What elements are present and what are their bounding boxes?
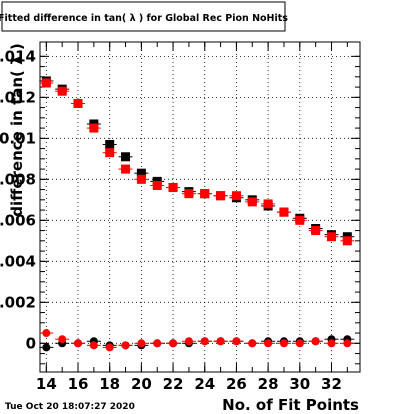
data-point-circle xyxy=(264,339,273,348)
x-tick-label: 16 xyxy=(68,375,89,393)
data-point-circle xyxy=(137,339,146,348)
data-point-square xyxy=(263,199,273,209)
data-point-square xyxy=(73,98,83,108)
data-point-circle xyxy=(121,341,130,350)
y-axis-label: difference in tan( λ ) xyxy=(8,43,26,216)
data-point-square xyxy=(89,123,99,133)
x-tick-label: 20 xyxy=(131,375,152,393)
data-point-square xyxy=(152,180,162,190)
x-tick-label: 22 xyxy=(163,375,184,393)
data-point-square xyxy=(247,197,257,207)
y-tick-label: 0.004 xyxy=(0,252,36,270)
data-point-circle xyxy=(153,339,162,348)
data-point-circle xyxy=(248,339,257,348)
x-tick-label: 14 xyxy=(36,375,57,393)
x-axis-label: No. of Fit Points xyxy=(222,396,359,414)
data-point-square xyxy=(121,164,131,174)
data-point-circle xyxy=(42,343,51,352)
data-point-square xyxy=(136,174,146,184)
data-point-circle xyxy=(232,337,241,346)
data-point-square xyxy=(216,191,226,201)
title-frame xyxy=(1,1,286,32)
y-tick-label: 0.008 xyxy=(0,170,36,188)
data-point-circle xyxy=(169,339,178,348)
data-point-square xyxy=(326,232,336,242)
ticks-layer: 14 16 18 20 22 24 26 28 30 32 0 0.002 0.004 0.006 0.00… xyxy=(0,42,360,393)
x-tick-label: 24 xyxy=(194,375,215,393)
grid-layer xyxy=(40,42,360,372)
data-point-square xyxy=(231,191,241,201)
y-tick-label: 0 xyxy=(26,334,36,352)
data-point-circle xyxy=(74,339,83,348)
data-point-circle xyxy=(200,337,209,346)
y-tick-label: 0.014 xyxy=(0,47,36,65)
data-point-square xyxy=(342,236,352,246)
data-point-square xyxy=(121,152,131,162)
data-point-square xyxy=(184,189,194,199)
data-point-circle xyxy=(279,339,288,348)
x-tick-label: 30 xyxy=(289,375,310,393)
data-point-square xyxy=(136,168,146,178)
data-point-circle xyxy=(343,339,352,348)
y-tick-label: 0.002 xyxy=(0,293,36,311)
data-point-square xyxy=(168,183,178,193)
x-tick-label: 26 xyxy=(226,375,247,393)
y-tick-label: 0.01 xyxy=(0,129,36,147)
data-point-square xyxy=(41,78,51,88)
marks-layer xyxy=(39,76,355,352)
data-point-square xyxy=(295,215,305,225)
data-point-circle xyxy=(311,337,320,346)
data-point-circle xyxy=(42,329,51,338)
data-point-square xyxy=(105,139,115,149)
x-tick-label: 18 xyxy=(99,375,120,393)
data-point-circle xyxy=(295,339,304,348)
chart-title: Fitted difference in tan( λ ) for Global… xyxy=(0,13,288,24)
data-point-circle xyxy=(89,341,98,350)
x-tick-label: 28 xyxy=(258,375,279,393)
data-point-square xyxy=(279,207,289,217)
data-point-circle xyxy=(105,343,114,352)
data-point-square xyxy=(311,226,321,236)
title-box: Fitted difference in tan( λ ) for Global… xyxy=(0,1,288,32)
data-point-square xyxy=(200,189,210,199)
data-point-circle xyxy=(58,335,67,344)
footer-timestamp: Tue Oct 20 18:07:27 2020 xyxy=(5,402,135,412)
y-tick-label: 0.012 xyxy=(0,88,36,106)
y-tick-label: 0.006 xyxy=(0,211,36,229)
plot-frame xyxy=(39,41,361,373)
data-point-circle xyxy=(184,337,193,346)
data-point-square xyxy=(105,148,115,158)
data-point-circle xyxy=(327,339,336,348)
data-point-square xyxy=(57,86,67,96)
data-point-circle xyxy=(216,337,225,346)
x-tick-label: 32 xyxy=(321,375,342,393)
